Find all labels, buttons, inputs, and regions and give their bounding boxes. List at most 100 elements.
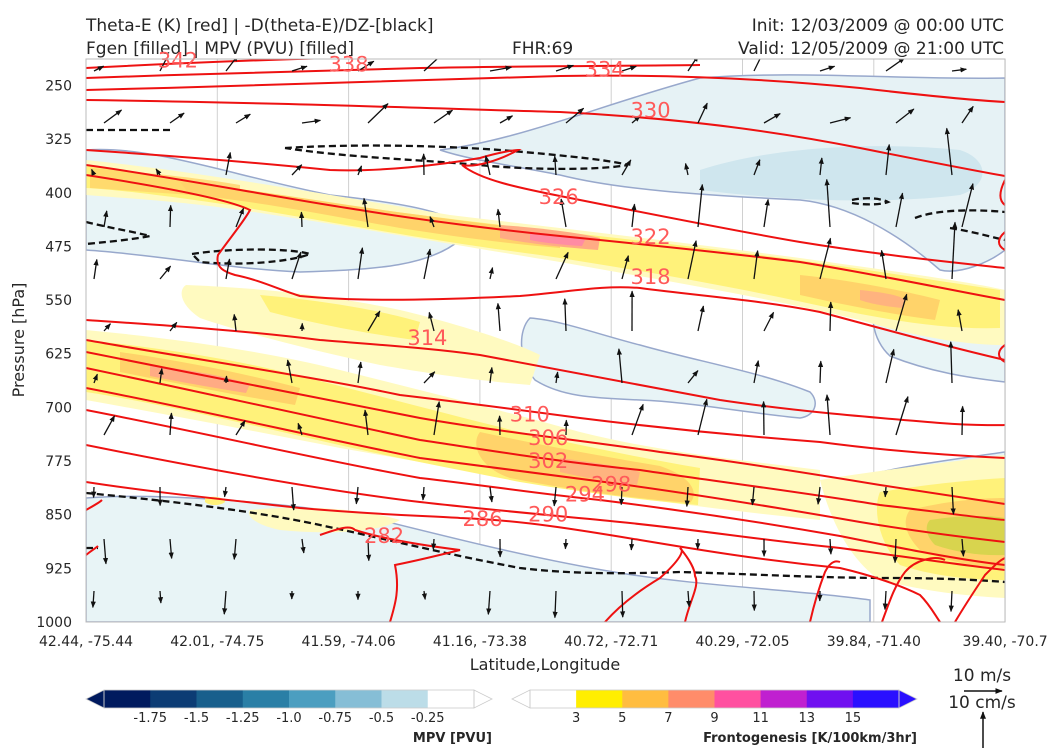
- colorbar-swatch: [381, 690, 429, 708]
- mpv-region-upper-right-core: [700, 146, 983, 201]
- wind-arrow: [223, 375, 229, 384]
- wind-arrow: [222, 590, 228, 615]
- wind-arrow: [697, 102, 708, 124]
- wind-arrow: [235, 113, 251, 124]
- wind-arrow: [103, 323, 111, 332]
- wind-arrow: [103, 415, 116, 436]
- colorbar-tick-label: -1.25: [226, 711, 260, 726]
- wind-arrow: [496, 208, 502, 228]
- colorbar-swatch: [196, 690, 244, 708]
- colorbar-tick-label: -1.0: [276, 711, 301, 726]
- wind-arrow: [956, 309, 963, 332]
- frontogenesis-fill: [86, 160, 1005, 598]
- colorbar-swatch: [668, 690, 715, 708]
- wind-arrow: [423, 248, 432, 280]
- plot-area: 342 338 3343303263223183143103063022982942…: [85, 48, 1006, 623]
- wind-arrow: [225, 59, 239, 72]
- wind-arrow: [885, 59, 906, 72]
- theta-e-282: [319, 526, 461, 622]
- wind-arrow: [486, 590, 492, 615]
- wind-arrow: [103, 210, 109, 228]
- theta-e-contour-label: 334: [585, 58, 625, 82]
- theta-e-surface-a: [604, 547, 698, 622]
- wind-arrow: [299, 211, 305, 228]
- wind-arrow: [879, 249, 887, 280]
- colorbar-swatch: [427, 690, 475, 708]
- wind-arrow: [488, 366, 494, 384]
- wind-arrow: [563, 538, 569, 550]
- frontogenesis-colorbar-swatches: [511, 689, 918, 709]
- fgen-band-lower-7b: [560, 458, 640, 485]
- wind-reference-vertical: 10 cm/s: [948, 693, 1016, 713]
- wind-arrow: [555, 251, 569, 280]
- wind-arrow: [753, 250, 760, 280]
- wind-arrow: [892, 538, 898, 564]
- theta-e-surface-b: [809, 560, 841, 622]
- wind-arrow: [428, 311, 435, 332]
- theta-e-286: [86, 481, 941, 622]
- wind-arrow: [960, 538, 966, 557]
- y-axis-label: Pressure [hPa]: [9, 283, 28, 398]
- wind-arrow: [697, 183, 705, 228]
- wind-arrow: [433, 109, 453, 124]
- colorbar-tick-label: -1.5: [184, 711, 209, 726]
- y-tick-label: 400: [45, 186, 72, 202]
- wind-arrow: [763, 198, 770, 228]
- theta-e-330: [86, 99, 1005, 177]
- wind-arrow: [621, 255, 630, 280]
- wind-arrow: [684, 162, 690, 176]
- fgen-band-upper-7b: [860, 290, 905, 308]
- theta-e-322: [86, 164, 1005, 301]
- colorbar-tick-label: -1.75: [133, 711, 167, 726]
- y-tick-label: 850: [45, 508, 72, 524]
- colorbar-tick-label: 5: [618, 711, 626, 726]
- wind-arrow: [433, 400, 441, 436]
- wind-arrow: [363, 409, 369, 436]
- wind-arrow: [484, 155, 491, 176]
- wind-arrow: [429, 216, 435, 228]
- x-tick-label: 42.01, -74.75: [170, 634, 264, 650]
- wind-arrow: [291, 251, 302, 280]
- wind-arrow: [619, 590, 626, 618]
- fgen-band-near-surface: [248, 507, 400, 533]
- wind-arrow: [362, 197, 369, 228]
- wind-arrow: [552, 155, 558, 176]
- wind-arrow: [687, 59, 699, 72]
- mpv-colorbar: -1.75 -1.5 -1.25 -1.0 -0.75 -0.5 -0.25 MPV [PV…: [85, 689, 493, 746]
- wind-arrow: [951, 67, 967, 73]
- wind-arrow: [431, 538, 437, 551]
- fgen-band-lower-7: [150, 365, 250, 393]
- fgen-band-lower-right-core: [926, 515, 1005, 556]
- wind-arrow: [961, 183, 975, 228]
- theta-e-contour-label: 286: [462, 507, 502, 531]
- theta-e-contour-label: 294: [565, 483, 605, 507]
- wind-arrow: [951, 221, 958, 280]
- wind-arrow: [950, 486, 956, 515]
- wind-arrow: [421, 590, 427, 600]
- wind-arrow: [357, 361, 363, 384]
- x-tick-label: 42.44, -75.44: [39, 634, 133, 650]
- theta-e-342: [86, 59, 329, 69]
- colorbar-swatch: [242, 690, 290, 708]
- wind-arrow: [829, 116, 852, 124]
- colorbar-tick-label: -0.25: [411, 711, 445, 726]
- wind-arrow: [90, 590, 96, 609]
- wind-arrow: [93, 65, 105, 72]
- theta-e-contour-label: 330: [631, 99, 671, 123]
- theta-e-314: [86, 319, 1005, 427]
- mpv-colorbar-ticks: -1.75 -1.5 -1.25 -1.0 -0.75 -0.5 -0.25: [133, 711, 444, 726]
- colorbar-extend-left: [511, 689, 531, 709]
- colorbar-outline: [529, 689, 900, 709]
- wind-arrow: [222, 486, 228, 498]
- wind-reference-horizontal: 10 m/s: [953, 666, 1011, 686]
- colorbar-swatch: [576, 690, 623, 708]
- colorbar-swatch: [289, 690, 336, 708]
- forecast-hour: FHR:69: [512, 39, 573, 59]
- colorbar-swatch: [714, 690, 762, 708]
- wind-arrow: [885, 348, 895, 384]
- colorbar-swatch: [622, 690, 669, 708]
- wind-arrow: [816, 486, 822, 505]
- theta-e-contour-label: 306: [528, 426, 568, 450]
- colorbar-swatch: [806, 690, 854, 708]
